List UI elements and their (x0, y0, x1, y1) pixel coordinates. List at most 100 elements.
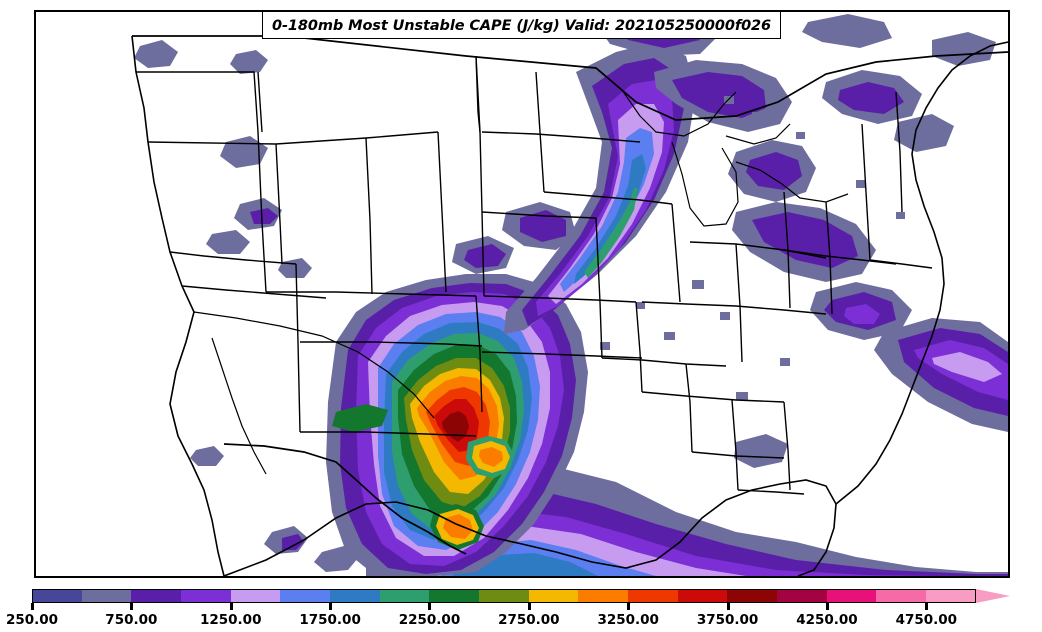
colorbar-label-3: 1750.00 (299, 612, 361, 628)
cape-florida-gulf (734, 434, 788, 468)
colorbar-tick-5 (527, 603, 531, 610)
colorbar-segment-17 (876, 589, 927, 603)
cape-southeast-1-inner (844, 304, 880, 324)
state-ks-ok-tx (475, 295, 483, 413)
state-ny-vt (861, 123, 871, 261)
state-ia-il-mo (595, 217, 603, 359)
colorbar-segment-18 (926, 589, 976, 603)
colorbar-label-2: 1250.00 (199, 612, 262, 628)
cape-baja-1 (190, 446, 224, 466)
cape-speck-11 (856, 180, 866, 188)
state-id-mt-wy (257, 131, 267, 293)
cape-speck-1 (724, 96, 734, 104)
state-ny-ct (869, 259, 933, 269)
border-canada-us (132, 35, 1008, 121)
cape-speck-3 (796, 132, 805, 139)
state-il-in (635, 301, 643, 393)
colorbar-tick-7 (726, 603, 730, 610)
colorbar-segment-8 (429, 589, 480, 603)
state-pa-nj-de (825, 201, 833, 315)
state-nh-me (895, 91, 903, 213)
colorbar-segment-9 (479, 589, 529, 603)
state-az-nm (295, 263, 301, 433)
cape-stx-cell-orange (443, 514, 473, 539)
colorbar-segment-12 (628, 589, 678, 603)
state-ca-nv-az (169, 251, 297, 265)
cape-speck-6 (664, 332, 675, 340)
lake-erie-ontario (735, 161, 849, 203)
colorbar-label-6: 3250.00 (597, 612, 659, 628)
cape-plains-2-core (464, 244, 506, 268)
cape-shading-layer (134, 14, 1008, 576)
cape-speck-8 (736, 392, 748, 400)
colorbar-tick-4 (428, 603, 432, 610)
state-wa-or (136, 71, 259, 133)
colorbar-segment-7 (379, 589, 430, 603)
state-al-ga (731, 399, 739, 491)
cape-speck-10 (636, 302, 645, 309)
colorbar-tick-3 (329, 603, 333, 610)
cape-nw-2 (230, 50, 268, 74)
state-wi-mi (535, 71, 545, 193)
cape-speck-5 (720, 312, 730, 320)
cape-northeast-1-core (838, 82, 904, 114)
coast-gulf (223, 479, 837, 576)
state-wi-il-north (543, 191, 673, 205)
cape-mex-2 (314, 546, 358, 572)
lake-superior (595, 67, 737, 137)
colorbar-segment-0 (32, 589, 82, 603)
cape-ohiovalley-core (752, 212, 858, 268)
state-ar-tn-nc (641, 391, 785, 403)
cape-plains-1-core (520, 210, 566, 242)
colorbar-tick-1 (130, 603, 134, 610)
map-title-box: 0-180mb Most Unstable CAPE (J/kg) Valid:… (262, 11, 782, 39)
cape-speck-2 (752, 112, 760, 119)
cape-rockies-2-core (250, 208, 278, 224)
state-nd-sd-ne (437, 131, 447, 293)
colorbar-tick-2 (229, 603, 233, 610)
colorbar-label-5: 2750.00 (498, 612, 560, 628)
colorbar-segment-10 (528, 589, 579, 603)
map-frame (34, 10, 1010, 578)
cape-canada-3 (932, 32, 996, 66)
border-us-mexico (223, 443, 467, 555)
state-oh-pa (689, 241, 827, 259)
colorbar-segments (32, 589, 976, 603)
colorbar-segment-2 (131, 589, 182, 603)
state-ga-fl (737, 489, 805, 495)
cape-atlantic-core (932, 352, 1002, 382)
state-wa-id (257, 71, 263, 133)
state-mn-ia (481, 211, 597, 219)
colorbar-segment-5 (280, 589, 331, 603)
colorbar-segment-6 (330, 589, 380, 603)
cape-speck-9 (600, 342, 610, 350)
colorbar-label-7: 3750.00 (696, 612, 759, 628)
state-tn-ms-al (685, 363, 693, 453)
cape-tx-cell2-orange (479, 447, 503, 467)
colorbar-segment-15 (777, 589, 827, 603)
state-in-il (671, 203, 681, 303)
baja-coast (169, 311, 205, 491)
colorbar-segment-1 (81, 589, 132, 603)
state-nm-tx (300, 431, 477, 437)
map-title-text: 0-180mb Most Unstable CAPE (J/kg) Valid:… (272, 18, 772, 34)
cape-mex-1-core (282, 534, 304, 550)
state-or-ca-nv-id (147, 131, 439, 145)
cape-speck-12 (896, 212, 905, 219)
lake-huron (725, 123, 791, 145)
state-al-ga-south (691, 451, 785, 459)
colorbar-tick-0 (31, 603, 34, 610)
colorbar-tick-8 (825, 603, 829, 610)
baja-east (211, 337, 267, 475)
cape-nm-ribbon (332, 404, 388, 432)
state-nv-ut (275, 143, 283, 265)
cape-northeast-2 (894, 114, 954, 152)
colorbar-tick-6 (627, 603, 631, 610)
cape-midwest-blue (560, 128, 654, 292)
coast-atlantic (835, 41, 1008, 505)
state-oh-wv-ky (735, 243, 743, 363)
state-mn-wi-north (481, 131, 641, 143)
mexico-gulf-cal (193, 311, 435, 419)
colorbar: 250.00 750.00 1250.00 1750.00 2250.00 2750.00… (0, 580, 1042, 632)
